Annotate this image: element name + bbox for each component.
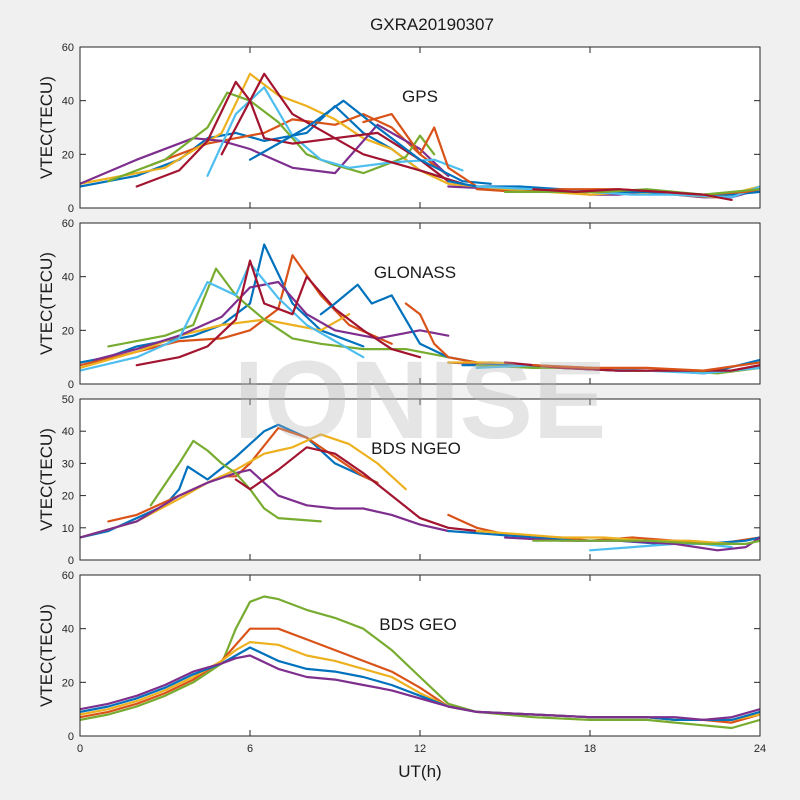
panel-2: 0 20 40 60 VTEC(TECU) GLONASS xyxy=(37,218,761,391)
series-line xyxy=(80,595,760,730)
panel-label: GLONASS xyxy=(374,263,456,282)
series-line xyxy=(475,529,733,546)
y-tick-label: 60 xyxy=(62,570,74,582)
series-line xyxy=(234,446,478,533)
y-tick-label: 0 xyxy=(68,379,74,391)
y-tick-label: 20 xyxy=(62,677,74,689)
y-tick-label: 40 xyxy=(62,426,74,438)
plot-area xyxy=(80,575,760,736)
x-tick-label: 0 xyxy=(77,743,83,755)
plot-area xyxy=(80,399,760,560)
y-tick-label: 40 xyxy=(62,96,74,108)
figure-title: GXRA20190307 xyxy=(370,15,494,34)
x-tick-label: 18 xyxy=(584,743,596,755)
series-line xyxy=(532,361,760,372)
x-tick-label: 12 xyxy=(414,743,426,755)
series-group xyxy=(80,595,760,730)
panel-label: BDS NGEO xyxy=(371,439,461,458)
y-axis-label: VTEC(TECU) xyxy=(37,428,56,531)
y-tick-label: 10 xyxy=(62,523,74,535)
panel-3: 0 10 20 30 40 50 VTEC(TECU) BDS NGEO xyxy=(37,394,761,567)
x-axis-label: UT(h) xyxy=(398,762,441,781)
series-line xyxy=(149,439,322,523)
series-group xyxy=(80,72,760,201)
series-line xyxy=(80,433,407,539)
y-axis-label: VTEC(TECU) xyxy=(37,604,56,707)
watermark: IONISE xyxy=(234,339,607,462)
series-line xyxy=(319,283,478,364)
y-tick-label: 0 xyxy=(68,203,74,215)
x-tick-label: 6 xyxy=(247,743,253,755)
series-line xyxy=(532,188,733,201)
y-axis-label: VTEC(TECU) xyxy=(37,76,56,179)
series-line xyxy=(107,426,379,523)
series-line xyxy=(475,364,760,375)
series-line xyxy=(248,99,492,185)
panel-1: 0 20 40 60 VTEC(TECU) GPS xyxy=(37,42,761,215)
x-tick-label: 24 xyxy=(754,743,766,755)
y-tick-label: 60 xyxy=(62,218,74,230)
series-line xyxy=(80,468,450,539)
y-tick-label: 40 xyxy=(62,272,74,284)
panel-label: BDS GEO xyxy=(379,615,456,634)
series-line xyxy=(80,654,760,722)
series-line xyxy=(80,262,365,372)
series-line xyxy=(93,280,450,361)
y-tick-label: 30 xyxy=(62,458,74,470)
y-tick-label: 60 xyxy=(62,42,74,54)
series-line xyxy=(532,539,760,546)
y-tick-label: 40 xyxy=(62,624,74,636)
y-tick-label: 20 xyxy=(62,491,74,503)
panel-label: GPS xyxy=(402,87,438,106)
y-tick-label: 50 xyxy=(62,394,74,406)
series-group xyxy=(80,243,760,375)
y-tick-label: 20 xyxy=(62,149,74,161)
series-line xyxy=(362,112,478,188)
panel-4: 0 6 12 18 24 0 20 40 60 VTEC(TECU) BDS GEO xyxy=(37,570,766,755)
y-tick-label: 20 xyxy=(62,325,74,337)
series-line xyxy=(80,123,450,185)
y-axis-label: VTEC(TECU) xyxy=(37,252,56,355)
series-group xyxy=(80,423,760,552)
y-tick-label: 0 xyxy=(68,731,74,743)
y-tick-label: 0 xyxy=(68,555,74,567)
series-line xyxy=(135,259,422,367)
series-line xyxy=(220,72,464,185)
plot-area xyxy=(80,47,760,208)
series-line xyxy=(135,80,450,188)
